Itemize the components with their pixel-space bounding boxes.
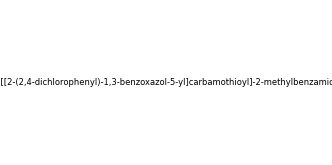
Text: N-[[2-(2,4-dichlorophenyl)-1,3-benzoxazol-5-yl]carbamothioyl]-2-methylbenzamide: N-[[2-(2,4-dichlorophenyl)-1,3-benzoxazo…	[0, 78, 332, 87]
